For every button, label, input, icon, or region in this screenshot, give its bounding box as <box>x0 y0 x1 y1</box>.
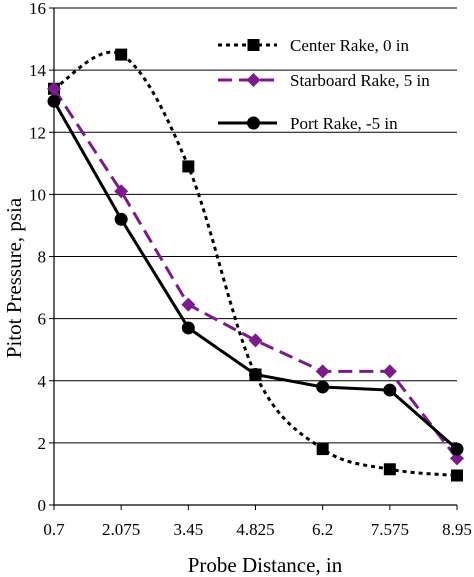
x-axis-title: Probe Distance, in <box>188 553 343 577</box>
series-line <box>52 87 459 460</box>
series-1 <box>48 48 463 482</box>
y-tick-label: 8 <box>38 248 47 267</box>
x-tick-label: 3.45 <box>173 520 203 539</box>
series-line <box>52 100 458 451</box>
data-point <box>383 463 396 476</box>
legend-item: Center Rake, 0 in <box>218 36 409 55</box>
y-tick-label: 16 <box>29 0 46 18</box>
legend-label: Port Rake, -5 in <box>290 114 398 133</box>
series-3 <box>47 94 464 456</box>
legend-item: Port Rake, -5 in <box>218 114 398 133</box>
data-point <box>181 321 195 335</box>
legend-marker <box>247 116 260 130</box>
data-point <box>450 451 464 466</box>
y-tick-label: 12 <box>29 123 46 142</box>
data-point <box>114 212 128 226</box>
legend-label: Starboard Rake, 5 in <box>290 71 430 90</box>
legend-item: Starboard Rake, 5 in <box>218 71 430 90</box>
data-point <box>450 442 464 456</box>
y-tick-label: 4 <box>38 372 47 391</box>
y-tick-label: 2 <box>38 434 47 453</box>
data-point <box>47 81 61 96</box>
x-tick-label: 8.95 <box>442 520 472 539</box>
legend-label: Center Rake, 0 in <box>290 36 409 55</box>
data-point <box>316 443 329 456</box>
data-point <box>451 469 463 482</box>
series-line <box>53 50 458 477</box>
data-point <box>315 364 330 379</box>
x-tick-label: 0.7 <box>43 520 65 539</box>
data-point <box>181 297 196 312</box>
y-tick-label: 0 <box>38 496 47 515</box>
data-point <box>182 160 195 173</box>
series-2 <box>47 81 464 466</box>
data-point <box>115 48 128 61</box>
x-tick-label: 6.2 <box>312 520 333 539</box>
legend-marker <box>247 39 260 51</box>
y-axis-title: Pitot Pressure, psia <box>2 197 26 358</box>
data-point <box>249 368 262 382</box>
x-tick-label: 4.825 <box>236 520 274 539</box>
y-tick-label: 14 <box>29 61 47 80</box>
data-point <box>114 184 129 199</box>
x-tick-label: 2.075 <box>102 520 140 539</box>
tick-labels: 0 2 4 6 8 10 12 14 16 0.7 2.075 3.45 4.825 6.2 7.575 8.… <box>29 0 472 539</box>
legend-marker <box>246 73 261 87</box>
series-group <box>47 48 464 482</box>
y-tick-label: 10 <box>29 185 46 204</box>
data-point <box>47 94 61 108</box>
data-point <box>382 364 397 379</box>
y-tick-label: 6 <box>38 310 47 329</box>
legend: Center Rake, 0 in Starboard Rake, 5 in Por… <box>218 36 430 133</box>
x-tick-label: 7.575 <box>371 520 409 539</box>
data-point <box>316 380 330 394</box>
data-point <box>248 333 263 348</box>
data-point <box>383 383 397 397</box>
